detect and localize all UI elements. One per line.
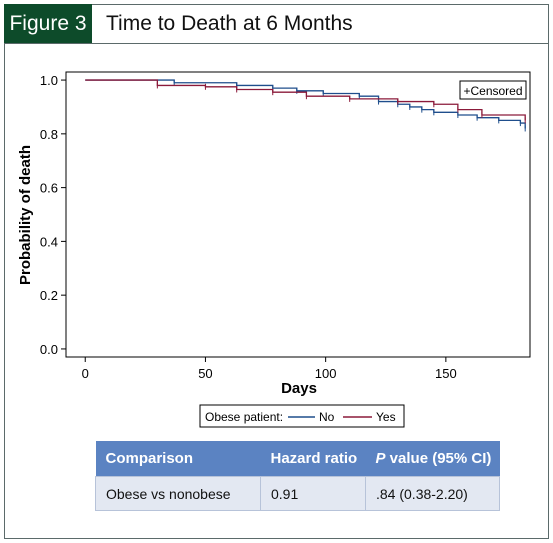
y-tick-label: 0.6 bbox=[40, 181, 58, 196]
header-p-rest: value (95% CI) bbox=[385, 450, 492, 467]
censored-note: +Censored bbox=[459, 80, 527, 100]
figure-frame bbox=[4, 4, 549, 539]
y-tick-label: 1.0 bbox=[40, 73, 58, 88]
x-tick-label: 100 bbox=[315, 366, 337, 381]
figure-title: Time to Death at 6 Months bbox=[106, 12, 353, 35]
series-layer bbox=[85, 79, 526, 132]
y-tick-label: 0.4 bbox=[40, 234, 58, 249]
plot-area bbox=[65, 71, 531, 358]
table-header-row: Comparison Hazard ratio P value (95% CI) bbox=[95, 441, 500, 477]
x-tick-label: 50 bbox=[198, 366, 212, 381]
censored-label: +Censored bbox=[463, 84, 522, 98]
x-tick-label: 150 bbox=[435, 366, 457, 381]
legend-title: Obese patient: bbox=[205, 410, 283, 424]
figure-tag: Figure 3 bbox=[4, 4, 92, 43]
header-comparison: Comparison bbox=[95, 441, 261, 477]
legend-label-no: No bbox=[319, 410, 335, 424]
censored-box bbox=[459, 80, 527, 100]
y-axis-title: Probability of death bbox=[17, 145, 34, 285]
axes: 0.0 0.2 0.4 0.6 0.8 1.0 0 50 100 150 bbox=[40, 73, 457, 381]
legend-label-yes: Yes bbox=[376, 410, 396, 424]
cell-p-value: .84 (0.38-2.20) bbox=[365, 476, 500, 511]
table-row: Obese vs nonobese 0.91 .84 (0.38-2.20) bbox=[95, 476, 500, 511]
survival-chart: 0.0 0.2 0.4 0.6 0.8 1.0 0 50 100 150 +Censored Da… bbox=[17, 71, 531, 428]
header-p-value: P value (95% CI) bbox=[365, 441, 500, 477]
legend: Obese patient: No Yes bbox=[199, 404, 405, 428]
x-tick-label: 0 bbox=[82, 366, 89, 381]
y-tick-label: 0.0 bbox=[40, 342, 58, 357]
cell-comparison: Obese vs nonobese bbox=[95, 476, 261, 511]
header-p-letter: P bbox=[375, 450, 386, 467]
y-tick-label: 0.2 bbox=[40, 288, 58, 303]
y-tick-label: 0.8 bbox=[40, 127, 58, 142]
header-hazard-ratio: Hazard ratio bbox=[260, 441, 366, 477]
cell-hazard-ratio: 0.91 bbox=[260, 476, 366, 511]
hazard-table: Comparison Hazard ratio P value (95% CI)… bbox=[95, 441, 500, 511]
plot-frame bbox=[65, 71, 531, 358]
x-axis-title: Days bbox=[281, 380, 317, 397]
figure-header: Figure 3 Time to Death at 6 Months bbox=[4, 4, 549, 44]
legend-box bbox=[199, 404, 405, 428]
